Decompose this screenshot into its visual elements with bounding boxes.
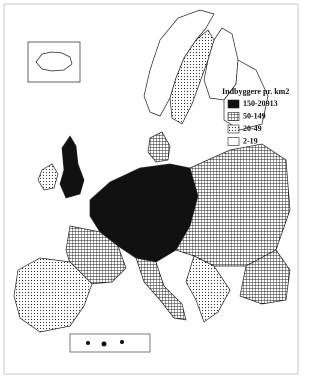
denmark <box>147 131 171 163</box>
island <box>101 341 107 347</box>
legend-items: 150-20913 50-149 20-49 2-19 <box>227 99 278 146</box>
legend-swatch <box>227 137 240 146</box>
legend-swatch <box>227 112 240 121</box>
map: Indbyggere pr. km2 150-20913 50-149 20-49 2… <box>3 3 299 375</box>
legend-label: 150-20913 <box>243 99 278 108</box>
island <box>86 341 90 345</box>
legend-title: Indbyggere pr. km2 <box>222 87 289 96</box>
france <box>65 225 127 285</box>
italy <box>135 257 187 321</box>
legend: Indbyggere pr. km2 150-20913 50-149 20-49 2… <box>222 87 289 146</box>
ireland <box>37 163 59 191</box>
inset-frame <box>27 41 81 83</box>
iberia <box>13 257 93 333</box>
legend-label: 50-149 <box>243 111 266 120</box>
balkans <box>185 255 231 323</box>
canary-inset <box>69 333 151 353</box>
page: Indbyggere pr. km2 150-20913 50-149 20-49 2… <box>3 3 299 375</box>
legend-swatch <box>227 99 240 109</box>
great-britain <box>59 135 85 199</box>
legend-label: 2-19 <box>243 136 258 145</box>
sweden <box>169 29 215 125</box>
island <box>120 340 124 344</box>
turkey <box>239 249 291 305</box>
legend-swatch <box>227 124 240 134</box>
legend-label: 20-49 <box>243 124 262 133</box>
iceland <box>35 51 73 72</box>
page-frame <box>3 3 299 375</box>
